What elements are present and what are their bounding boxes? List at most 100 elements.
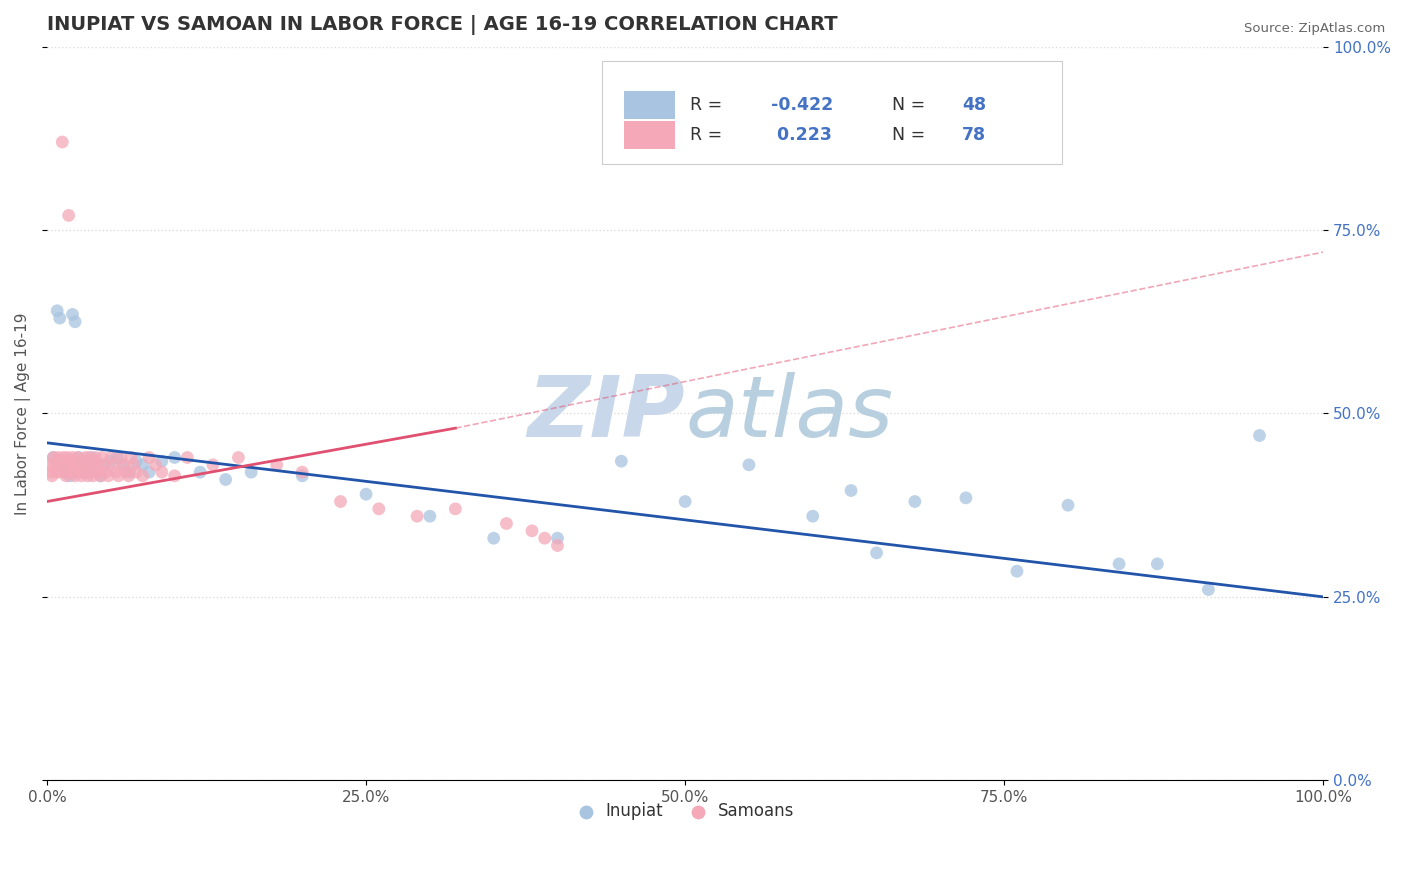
Point — [75, 458, 97, 472]
Point — [83, 454, 105, 468]
Point — [1108, 557, 1130, 571]
Text: 48: 48 — [962, 96, 986, 114]
Point — [89, 465, 111, 479]
Point — [63, 465, 86, 479]
Point — [801, 509, 824, 524]
Point — [76, 454, 98, 468]
Point — [55, 465, 77, 479]
Point — [45, 465, 67, 479]
Text: ZIP: ZIP — [527, 372, 685, 455]
Point — [84, 458, 107, 472]
Point — [80, 465, 103, 479]
Point — [105, 450, 128, 465]
Point — [107, 468, 129, 483]
Point — [67, 450, 90, 465]
Point — [38, 458, 60, 472]
Point — [138, 450, 160, 465]
Point — [163, 450, 186, 465]
Point — [100, 450, 122, 465]
Point — [610, 454, 633, 468]
Point — [112, 458, 135, 472]
Point — [42, 450, 65, 465]
Point — [41, 468, 63, 483]
Point — [1057, 498, 1080, 512]
Point — [201, 458, 224, 472]
Point — [51, 458, 73, 472]
Point — [150, 454, 173, 468]
Point — [115, 465, 138, 479]
Point — [60, 465, 83, 479]
Point — [49, 454, 72, 468]
Text: R =: R = — [690, 126, 723, 144]
Point — [865, 546, 887, 560]
Point — [291, 468, 314, 483]
Point — [125, 454, 148, 468]
Point — [738, 458, 761, 472]
Point — [1005, 564, 1028, 578]
Point — [48, 465, 70, 479]
Point — [125, 465, 148, 479]
Text: -0.422: -0.422 — [770, 96, 832, 114]
Point — [145, 458, 167, 472]
Point — [66, 450, 89, 465]
Point — [1197, 582, 1219, 597]
Point — [72, 454, 94, 468]
Point — [93, 458, 115, 472]
Text: R =: R = — [690, 96, 723, 114]
Point — [90, 468, 112, 483]
Point — [110, 450, 132, 465]
Point — [673, 494, 696, 508]
Point — [59, 468, 82, 483]
Point — [82, 468, 104, 483]
Point — [120, 450, 142, 465]
Point — [53, 458, 76, 472]
Point — [59, 458, 82, 472]
Point — [240, 465, 263, 479]
Point — [65, 454, 87, 468]
Legend: Inupiat, Samoans: Inupiat, Samoans — [569, 796, 801, 827]
FancyBboxPatch shape — [624, 120, 675, 149]
Point — [46, 454, 69, 468]
Point — [67, 458, 90, 472]
Point — [44, 458, 66, 472]
Point — [63, 468, 86, 483]
Point — [73, 458, 96, 472]
Point — [87, 458, 110, 472]
Point — [42, 450, 65, 465]
Point — [75, 450, 97, 465]
Text: INUPIAT VS SAMOAN IN LABOR FORCE | AGE 16-19 CORRELATION CHART: INUPIAT VS SAMOAN IN LABOR FORCE | AGE 1… — [46, 15, 838, 35]
Point — [547, 539, 569, 553]
Point — [39, 465, 62, 479]
Point — [112, 458, 135, 472]
Point — [188, 465, 211, 479]
Text: N =: N = — [891, 126, 925, 144]
FancyBboxPatch shape — [602, 62, 1062, 164]
Point — [97, 468, 120, 483]
Point — [76, 468, 98, 483]
Point — [839, 483, 862, 498]
Point — [1249, 428, 1271, 442]
Point — [482, 531, 505, 545]
Point — [77, 450, 100, 465]
Point — [63, 315, 86, 329]
Point — [90, 450, 112, 465]
Point — [75, 465, 97, 479]
Point — [62, 308, 84, 322]
Text: N =: N = — [891, 96, 925, 114]
Point — [100, 454, 122, 468]
Point — [80, 450, 103, 465]
Point — [48, 450, 70, 465]
Point — [163, 468, 186, 483]
Point — [122, 458, 145, 472]
Text: 78: 78 — [962, 126, 986, 144]
Point — [62, 450, 84, 465]
Point — [533, 531, 555, 545]
Point — [94, 465, 117, 479]
Point — [84, 450, 107, 465]
Point — [56, 450, 79, 465]
FancyBboxPatch shape — [624, 91, 675, 120]
Text: atlas: atlas — [685, 372, 893, 455]
Point — [419, 509, 441, 524]
Point — [176, 450, 198, 465]
Point — [103, 458, 125, 472]
